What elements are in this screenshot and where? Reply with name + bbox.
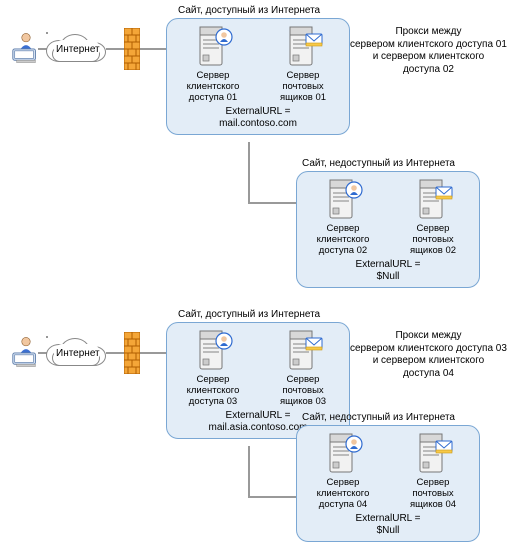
server-icon: [282, 329, 324, 373]
server-suffix: 01: [227, 92, 238, 103]
external-url-label: ExternalURL =: [226, 410, 291, 421]
server-suffix: 04: [445, 499, 456, 510]
proxy-note-text: Прокси между сервером клиентского доступ…: [350, 330, 507, 380]
proxy-note: Прокси между сервером клиентского доступ…: [350, 26, 507, 76]
external-url: ExternalURL = mail.contoso.com: [177, 106, 339, 130]
mbx-server: Сервер почтовых ящиков 01: [267, 25, 339, 104]
cas-server: Сервер клиентского доступа 03: [177, 329, 249, 408]
server-suffix: 04: [357, 499, 368, 510]
connector-line: [106, 352, 124, 354]
server-suffix: 03: [315, 396, 326, 407]
server-suffix: 03: [227, 396, 238, 407]
user-icon: [12, 32, 40, 64]
server-suffix: 02: [445, 245, 456, 256]
internet-label: Интернет: [56, 44, 100, 55]
connector-line: [140, 48, 166, 50]
external-url: ExternalURL = $Null: [307, 259, 469, 283]
site-box-private: Сервер клиентского доступа 04 Сервер поч…: [296, 425, 480, 542]
server-icon: [322, 178, 364, 222]
connector-line: [140, 352, 166, 354]
user-icon: [12, 336, 40, 368]
site-title-private: Сайт, недоступный из Интернета: [302, 158, 455, 169]
cas-server: Сервер клиентского доступа 02: [307, 178, 379, 257]
connector-line: [248, 446, 250, 498]
connector-line: [248, 496, 296, 498]
server-icon: [322, 432, 364, 476]
mbx-server: Сервер почтовых ящиков 02: [397, 178, 469, 257]
connector-line: [106, 48, 124, 50]
server-suffix: 02: [357, 245, 368, 256]
external-url: ExternalURL = $Null: [307, 513, 469, 537]
external-url-label: ExternalURL =: [356, 259, 421, 270]
cas-server: Сервер клиентского доступа 01: [177, 25, 249, 104]
mbx-server: Сервер почтовых ящиков 03: [267, 329, 339, 408]
connector-line: [248, 142, 250, 204]
proxy-note-text: Прокси между сервером клиентского доступ…: [350, 26, 507, 76]
connector-line: [248, 202, 296, 204]
proxy-note: Прокси между сервером клиентского доступ…: [350, 330, 507, 380]
server-suffix: 01: [315, 92, 326, 103]
site-box-public: Сервер клиентского доступа 01 Сервер поч…: [166, 18, 350, 135]
firewall-icon: [124, 332, 140, 374]
external-url-value: $Null: [377, 525, 400, 536]
internet-label: Интернет: [56, 348, 100, 359]
site-box-private: Сервер клиентского доступа 02 Сервер поч…: [296, 171, 480, 288]
external-url-label: ExternalURL =: [226, 106, 291, 117]
site-title-private: Сайт, недоступный из Интернета: [302, 412, 455, 423]
server-icon: [192, 329, 234, 373]
cas-server: Сервер клиентского доступа 04: [307, 432, 379, 511]
site-title-public: Сайт, доступный из Интернета: [178, 5, 320, 16]
site-title-public: Сайт, доступный из Интернета: [178, 309, 320, 320]
server-icon: [412, 178, 454, 222]
server-icon: [192, 25, 234, 69]
firewall-icon: [124, 28, 140, 70]
external-url-label: ExternalURL =: [356, 513, 421, 524]
external-url-value: mail.contoso.com: [219, 118, 297, 129]
mbx-server: Сервер почтовых ящиков 04: [397, 432, 469, 511]
server-icon: [282, 25, 324, 69]
server-icon: [412, 432, 454, 476]
external-url-value: $Null: [377, 271, 400, 282]
external-url-value: mail.asia.contoso.com: [209, 422, 308, 433]
